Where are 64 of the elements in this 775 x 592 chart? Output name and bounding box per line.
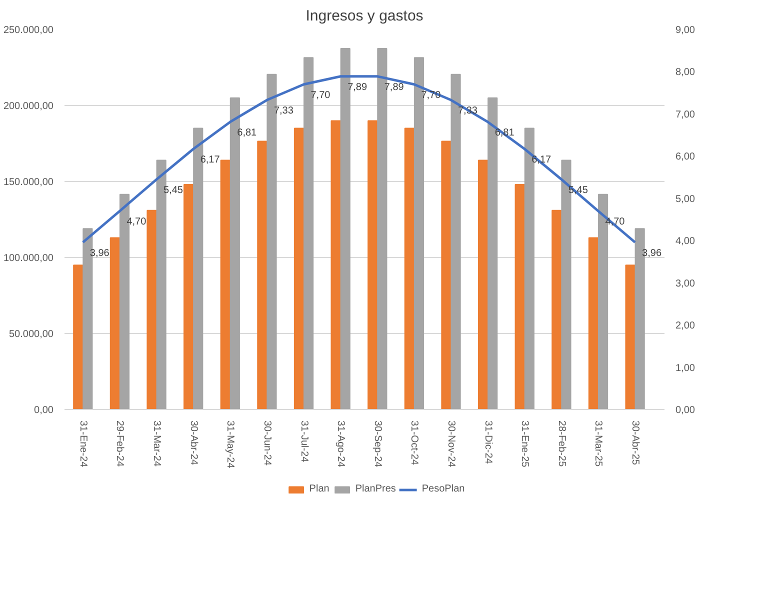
y2-tick-label: 1,00 (676, 362, 696, 374)
bar (625, 264, 636, 410)
y-tick-label: 200.000,00 (3, 101, 54, 112)
y2-tick-label: 9,00 (676, 25, 696, 36)
bar (404, 128, 414, 410)
y2-tick-label: 4,00 (676, 236, 696, 248)
legend-label: PesoPlan (422, 484, 465, 494)
x-tick-label: 30-Sep-24 (372, 420, 383, 468)
y-tick-label: 50.000,00 (9, 329, 54, 340)
chart-title: Ingresos y gastos (306, 8, 424, 24)
bar (73, 264, 84, 410)
data-label: 5,45 (164, 184, 184, 196)
x-tick-label: 31-Ene-25 (519, 420, 530, 468)
bar (478, 160, 488, 410)
bar (146, 210, 157, 410)
x-tick-label: 31-Mar-24 (151, 420, 162, 468)
y2-tick-label: 2,00 (676, 320, 696, 332)
bar (330, 120, 341, 410)
y2-tick-label: 3,00 (676, 278, 696, 290)
data-label: 7,70 (310, 90, 331, 101)
legend-label: Plan (309, 484, 330, 494)
y-tick-label: 100.000,00 (3, 253, 54, 264)
x-tick-label: 30-Abr-24 (188, 420, 199, 466)
x-tick-label: 31-May-24 (224, 420, 236, 469)
bar (588, 237, 599, 410)
x-tick-label: 29-Feb-24 (114, 420, 126, 468)
data-label: 3,96 (90, 248, 110, 259)
x-tick-label: 30-Nov-24 (446, 420, 457, 468)
data-label: 6,17 (200, 154, 220, 166)
bar (441, 140, 452, 410)
x-tick-label: 28-Feb-25 (556, 420, 567, 468)
bar (110, 237, 120, 410)
x-tick-label: 31-Ago-24 (335, 420, 346, 468)
line-series (82, 75, 636, 244)
y2-tick-label: 0,00 (676, 405, 696, 416)
x-tick-label: 31-Ene-24 (77, 420, 88, 468)
x-tick-label: 31-Mar-25 (592, 420, 604, 468)
y-tick-label: 250.000,00 (3, 25, 54, 36)
y-tick-label: 0,00 (34, 405, 54, 416)
x-tick-label: 31-Dic-24 (482, 420, 494, 464)
y2-tick-label: 5,00 (676, 194, 696, 205)
y2-tick-label: 6,00 (676, 152, 696, 163)
x-tick-label: 30-Abr-25 (630, 420, 641, 466)
x-tick-label: 30-Jun-24 (261, 420, 272, 466)
x-tick-label: 31-Jul-24 (298, 420, 310, 463)
data-label: 7,70 (421, 90, 442, 101)
y2-tick-label: 7,00 (676, 109, 696, 120)
data-label: 3,96 (642, 248, 662, 259)
bar (257, 140, 268, 410)
bar (514, 184, 525, 410)
bar (294, 128, 304, 410)
data-label: 7,89 (348, 82, 368, 93)
bar (220, 160, 230, 410)
data-label: 7,33 (274, 106, 294, 117)
legend-label: PlanPres (355, 484, 396, 494)
y2-tick-label: 8,00 (676, 67, 696, 78)
bar (184, 184, 194, 410)
data-label: 7,89 (384, 82, 404, 93)
x-tick-label: 31-Oct-24 (408, 420, 420, 466)
data-label: 4,70 (126, 216, 147, 228)
bar (552, 210, 562, 410)
data-label: 6,81 (237, 127, 258, 138)
y-tick-label: 150.000,00 (3, 177, 54, 188)
bar (368, 120, 378, 410)
